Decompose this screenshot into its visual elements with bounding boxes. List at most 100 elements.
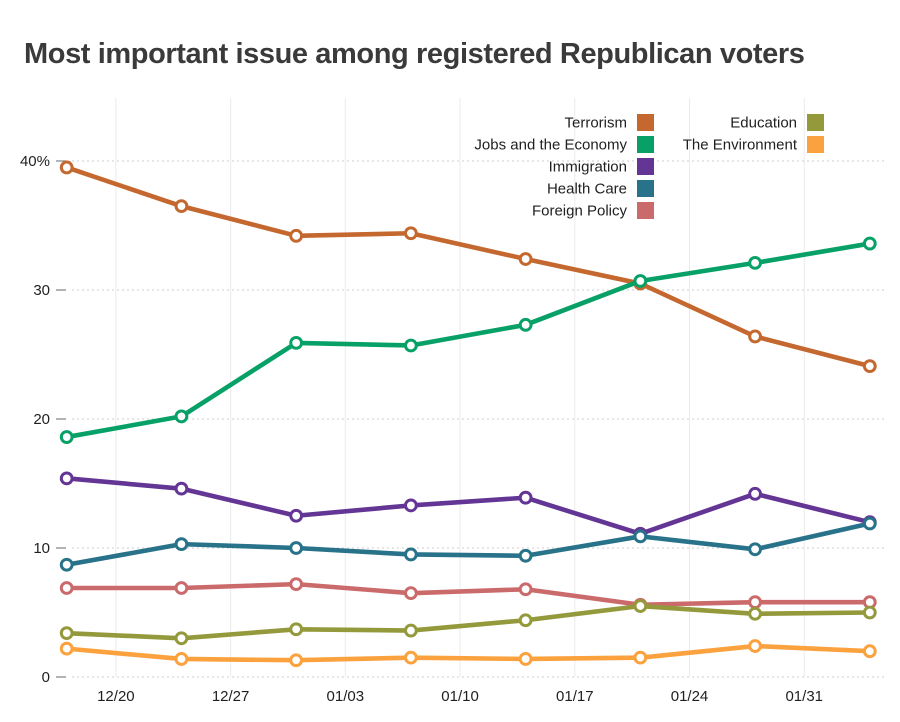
data-point-marker (633, 599, 648, 613)
series-health-care (59, 516, 877, 572)
data-point-marker (862, 644, 877, 659)
data-point-marker (518, 317, 533, 332)
y-tick-label: 20 (33, 411, 50, 428)
data-point-marker (518, 582, 533, 597)
legend-swatch (807, 114, 824, 131)
legend-label: Terrorism (565, 115, 628, 132)
legend-item-the-environment: The Environment (683, 136, 824, 154)
data-point-marker (518, 613, 533, 628)
x-tick-label: 12/20 (97, 688, 135, 705)
legend-label: Immigration (549, 159, 627, 176)
data-point-marker (59, 160, 74, 175)
data-point-marker (748, 595, 762, 610)
legend-item-health-care: Health Care (547, 180, 654, 198)
legend-item-foreign-policy: Foreign Policy (532, 202, 654, 220)
series-line (66, 603, 870, 641)
data-point-marker (518, 252, 533, 266)
data-point-marker (403, 547, 418, 562)
data-point-marker (59, 471, 74, 486)
data-point-marker (403, 623, 418, 638)
data-point-marker (403, 498, 418, 513)
data-point-marker (748, 639, 762, 653)
legend-swatch (637, 114, 654, 131)
y-tick-label: 10 (33, 540, 50, 557)
y-tick-label: 0 (42, 669, 50, 686)
data-point-marker (403, 338, 418, 353)
data-point-marker (403, 586, 418, 601)
legend-label: Jobs and the Economy (474, 137, 627, 154)
series-line (66, 241, 871, 440)
x-tick-label: 01/24 (671, 688, 709, 705)
legend-label: Health Care (547, 181, 627, 198)
data-point-marker (633, 650, 648, 665)
legend-swatch (637, 136, 654, 153)
data-point-marker (174, 581, 189, 595)
data-point-marker (289, 577, 304, 592)
data-point-marker (633, 529, 648, 544)
data-point-marker (289, 653, 304, 668)
data-point-marker (862, 359, 877, 374)
legend-item-jobs-and-the-economy: Jobs and the Economy (474, 136, 654, 154)
data-point-marker (289, 228, 304, 243)
data-point-marker (174, 652, 189, 666)
data-point-marker (748, 329, 762, 344)
data-point-marker (748, 606, 762, 621)
legend-label: The Environment (683, 137, 798, 154)
series-line (66, 521, 871, 568)
legend-item-education: Education (730, 114, 824, 132)
data-point-marker (748, 542, 762, 557)
data-point-marker (518, 490, 533, 505)
legend-swatch (807, 136, 824, 153)
series-jobs-and-the-economy (59, 236, 877, 444)
data-point-marker (518, 548, 533, 563)
series-line (66, 643, 870, 663)
data-point-marker (748, 486, 762, 501)
series-line (66, 476, 871, 537)
data-point-marker (289, 622, 304, 637)
legend-item-terrorism: Terrorism (565, 114, 654, 132)
data-point-marker (862, 516, 877, 531)
series-line (66, 581, 870, 608)
data-point-marker (633, 274, 648, 288)
series-education (59, 599, 877, 646)
data-point-marker (518, 652, 533, 666)
x-tick-label: 01/31 (785, 688, 823, 705)
data-point-marker (174, 481, 189, 496)
x-tick-label: 12/27 (212, 688, 250, 705)
data-point-marker (59, 641, 74, 656)
data-point-marker (174, 631, 189, 646)
legend-swatch (637, 202, 654, 219)
y-tick-label: 40% (20, 153, 50, 170)
x-tick-label: 01/17 (556, 688, 594, 705)
legend-label: Foreign Policy (532, 203, 628, 220)
data-point-marker (174, 199, 189, 214)
page-title: Most important issue among registered Re… (24, 38, 805, 70)
series-foreign-policy (59, 577, 877, 612)
data-point-marker (59, 557, 74, 572)
x-tick-label: 01/10 (441, 688, 479, 705)
data-point-marker (862, 236, 877, 251)
legend-swatch (637, 180, 654, 197)
legend-label: Education (730, 115, 797, 132)
data-point-marker (59, 581, 74, 595)
series-the-environment (59, 639, 877, 668)
data-point-marker (862, 605, 877, 620)
legend-item-immigration: Immigration (549, 158, 654, 176)
data-point-marker (403, 650, 418, 665)
series-immigration (59, 471, 877, 541)
data-point-marker (403, 226, 418, 241)
data-point-marker (289, 335, 304, 350)
data-point-marker (174, 409, 189, 424)
data-point-marker (59, 626, 74, 641)
x-tick-label: 01/03 (327, 688, 365, 705)
series-line (65, 165, 871, 369)
data-point-marker (174, 537, 189, 552)
data-point-marker (748, 256, 762, 270)
data-point-marker (289, 541, 304, 555)
data-point-marker (59, 430, 74, 444)
legend-swatch (637, 158, 654, 175)
data-point-marker (289, 508, 304, 523)
y-tick-label: 30 (33, 282, 50, 299)
